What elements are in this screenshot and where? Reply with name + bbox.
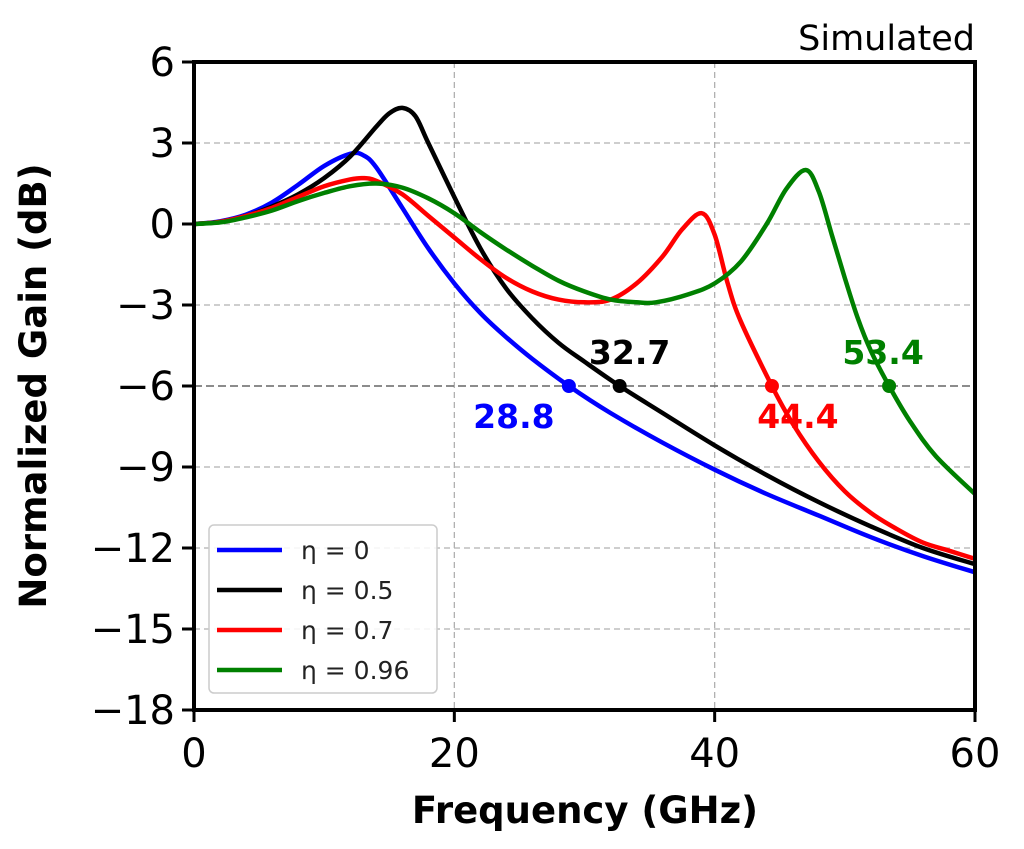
marker-group bbox=[561, 379, 897, 393]
legend-label: η = 0 bbox=[301, 536, 370, 565]
legend-box bbox=[208, 524, 438, 694]
y-tick-label: 6 bbox=[150, 40, 175, 86]
series-group bbox=[194, 105, 975, 575]
x-ticks: 0 20 40 60 bbox=[181, 710, 1000, 777]
crossing-marker bbox=[561, 379, 576, 393]
series-line-3 bbox=[194, 167, 975, 497]
crossing-marker bbox=[612, 379, 627, 393]
annotation-group: 28.8 32.7 44.453.4 bbox=[473, 333, 924, 436]
x-tick-label: 0 bbox=[181, 731, 206, 777]
y-tick-label: −12 bbox=[91, 526, 175, 572]
crossing-label: 44.4 bbox=[757, 397, 838, 436]
y-axis-label: Normalized Gain (dB) bbox=[12, 163, 55, 608]
y-tick-label: −18 bbox=[91, 688, 175, 734]
series-line-2 bbox=[194, 175, 975, 562]
x-tick-label: 20 bbox=[429, 731, 480, 777]
crossing-marker bbox=[882, 379, 897, 393]
x-tick-label: 60 bbox=[950, 731, 1001, 777]
series-line-0 bbox=[194, 150, 975, 575]
x-axis-label: Frequency (GHz) bbox=[412, 789, 758, 832]
y-tick-label: −6 bbox=[116, 364, 175, 410]
y-tick-label: −3 bbox=[116, 283, 175, 329]
x-tick-label: 40 bbox=[689, 731, 740, 777]
crossing-label: 32.7 bbox=[589, 333, 670, 372]
legend: η = 0 η = 0.5 η = 0.7 η = 0.96 bbox=[208, 524, 438, 694]
legend-label: η = 0.7 bbox=[301, 616, 393, 645]
crossing-label: 53.4 bbox=[842, 333, 923, 372]
legend-label: η = 0.5 bbox=[301, 576, 393, 605]
y-tick-label: 0 bbox=[150, 202, 175, 248]
y-tick-label: 3 bbox=[150, 121, 175, 167]
y-tick-label: −15 bbox=[91, 607, 175, 653]
crossing-label: 28.8 bbox=[473, 397, 554, 436]
chart-title: Simulated bbox=[798, 19, 975, 59]
crossing-marker bbox=[764, 379, 779, 393]
y-ticks: 6 3 0 −3 −6 −9 −12 −15 −18 bbox=[91, 40, 194, 734]
y-tick-label: −9 bbox=[116, 445, 175, 491]
legend-label: η = 0.96 bbox=[301, 656, 409, 685]
